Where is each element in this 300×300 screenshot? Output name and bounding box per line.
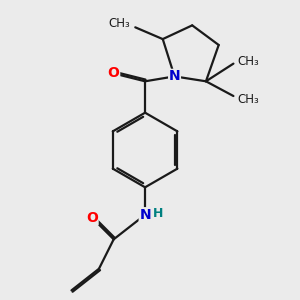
Text: O: O (86, 211, 98, 225)
Text: CH₃: CH₃ (109, 17, 130, 30)
Text: N: N (169, 69, 180, 83)
Text: CH₃: CH₃ (237, 55, 259, 68)
Text: N: N (139, 208, 151, 222)
Text: H: H (153, 207, 163, 220)
Text: CH₃: CH₃ (237, 93, 259, 106)
Text: O: O (108, 66, 120, 80)
